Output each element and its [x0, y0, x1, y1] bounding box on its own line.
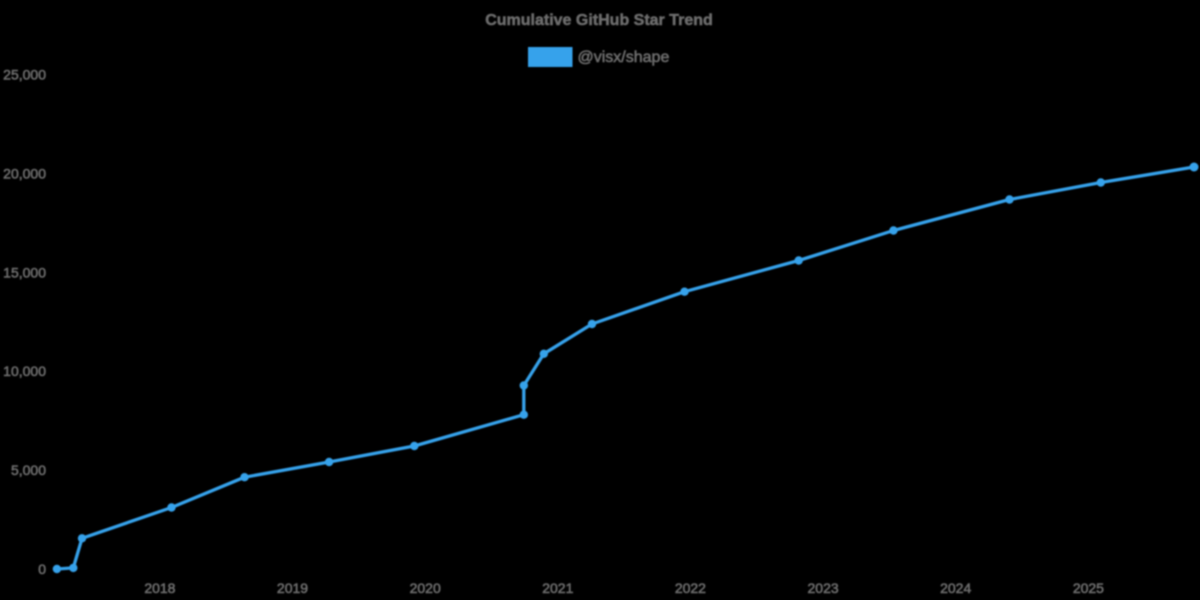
- svg-text:10,000: 10,000: [3, 363, 46, 379]
- svg-text:@visx/shape: @visx/shape: [578, 49, 670, 66]
- svg-text:20,000: 20,000: [3, 165, 46, 181]
- svg-text:15,000: 15,000: [3, 264, 46, 280]
- svg-text:0: 0: [38, 561, 46, 577]
- svg-text:2025: 2025: [1073, 580, 1104, 596]
- svg-text:Cumulative GitHub Star Trend: Cumulative GitHub Star Trend: [485, 12, 713, 29]
- svg-text:2021: 2021: [542, 580, 573, 596]
- svg-text:25,000: 25,000: [3, 67, 46, 83]
- svg-text:5,000: 5,000: [11, 462, 46, 478]
- svg-text:2024: 2024: [940, 580, 971, 596]
- svg-text:2019: 2019: [277, 580, 308, 596]
- svg-text:2018: 2018: [144, 580, 175, 596]
- svg-text:2020: 2020: [410, 580, 441, 596]
- svg-text:2023: 2023: [808, 580, 839, 596]
- svg-text:2022: 2022: [675, 580, 706, 596]
